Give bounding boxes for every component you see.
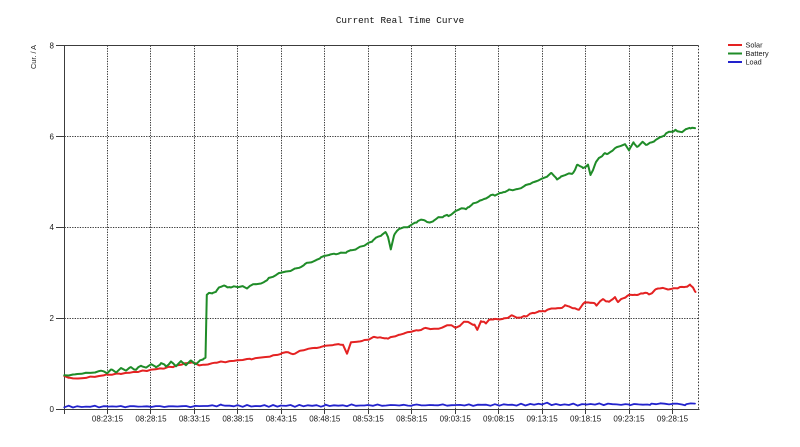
svg-text:09:03:15: 09:03:15 (440, 415, 472, 424)
svg-text:Cur. / A: Cur. / A (29, 45, 38, 69)
svg-text:4: 4 (50, 223, 55, 232)
svg-text:2: 2 (50, 314, 55, 323)
svg-text:Current Real Time Curve: Current Real Time Curve (336, 15, 464, 26)
svg-text:09:08:15: 09:08:15 (483, 415, 515, 424)
svg-text:08:53:15: 08:53:15 (353, 415, 385, 424)
svg-text:08:43:15: 08:43:15 (266, 415, 298, 424)
svg-text:08:58:15: 08:58:15 (396, 415, 428, 424)
svg-text:08:38:15: 08:38:15 (222, 415, 254, 424)
svg-text:8: 8 (50, 42, 55, 51)
svg-text:Battery: Battery (746, 49, 769, 58)
svg-text:09:23:15: 09:23:15 (613, 415, 645, 424)
svg-text:Load: Load (746, 58, 762, 67)
svg-text:09:28:15: 09:28:15 (657, 415, 689, 424)
svg-text:08:23:15: 08:23:15 (92, 415, 124, 424)
svg-text:08:33:15: 08:33:15 (179, 415, 211, 424)
svg-text:0: 0 (50, 405, 55, 414)
svg-text:08:28:15: 08:28:15 (135, 415, 167, 424)
svg-text:6: 6 (50, 132, 55, 141)
svg-text:09:13:15: 09:13:15 (527, 415, 559, 424)
svg-text:09:18:15: 09:18:15 (570, 415, 602, 424)
svg-text:Solar: Solar (746, 41, 764, 50)
svg-text:08:48:15: 08:48:15 (309, 415, 341, 424)
